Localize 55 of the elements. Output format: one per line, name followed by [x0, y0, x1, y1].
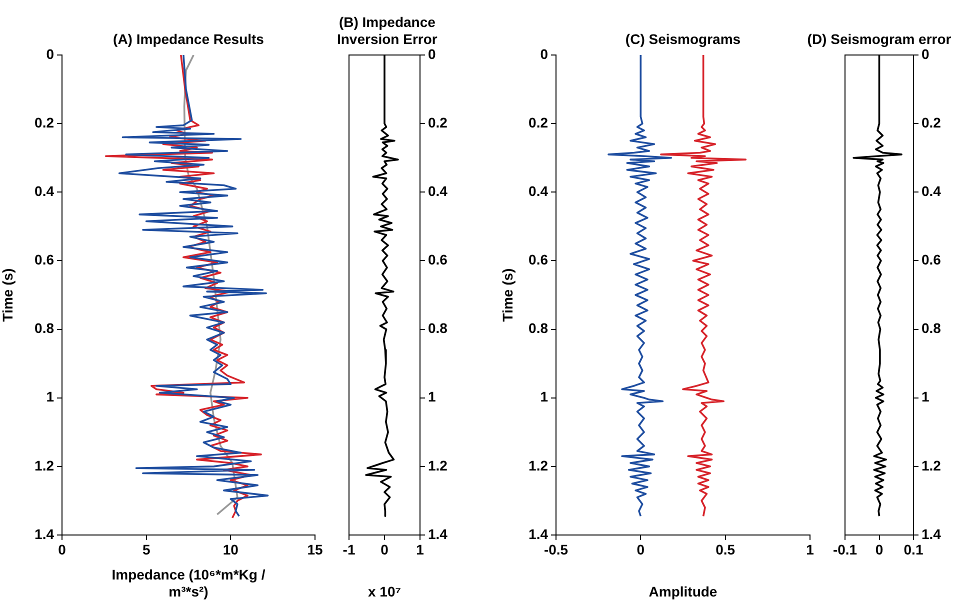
x-axis-title: Impedance (10⁶*m*Kg / m³*s²): [112, 566, 266, 600]
x-tick-label: -1: [342, 541, 356, 558]
x-tick-label: 5: [142, 541, 150, 558]
chart-title: (C) Seismograms: [625, 30, 741, 47]
x-tick-label: 0: [380, 541, 389, 558]
y-tick-label: 1: [46, 388, 54, 405]
y-tick-label: 0.8: [922, 320, 942, 336]
y-tick-label: 0: [922, 46, 930, 62]
y-tick-label: 0.6: [428, 252, 448, 268]
x-tick-label: 0: [636, 541, 645, 558]
y-axis-title: Time (s): [0, 268, 16, 322]
y-tick-label: 0.2: [922, 114, 942, 130]
y-tick-label: 0.8: [428, 320, 448, 336]
x-tick-label: 1: [416, 541, 424, 558]
x-tick-label: 10: [222, 541, 239, 558]
x-axis-title: Amplitude: [648, 583, 718, 600]
x-tick-label: 0: [58, 541, 66, 558]
y-axis-title: Time (s): [499, 268, 516, 322]
y-tick-label: 0.6: [922, 252, 942, 268]
chart-title: (D) Seismogram error: [807, 30, 952, 47]
y-tick-label: 0.8: [34, 320, 54, 336]
x-tick-label: 0.1: [904, 541, 924, 558]
y-tick-label: 0.4: [428, 183, 448, 199]
y-tick-label: 0.4: [34, 183, 54, 199]
y-tick-label: 0.4: [922, 183, 942, 199]
y-tick-label: 0: [428, 46, 436, 62]
y-tick-label: 1: [540, 388, 548, 405]
x-tick-label: 15: [307, 541, 323, 558]
y-tick-label: 1.2: [428, 457, 448, 474]
y-tick-label: 0.6: [528, 252, 548, 268]
x-axis-title: x 10⁷: [368, 583, 402, 600]
y-tick-label: 0: [540, 46, 548, 62]
x-tick-label: -0.5: [544, 541, 568, 558]
y-tick-label: 1.4: [34, 526, 54, 542]
y-tick-label: 0.8: [528, 320, 548, 336]
y-tick-label: 1.2: [34, 457, 54, 474]
chart-title: (A) Impedance Results: [113, 30, 264, 47]
y-tick-label: 1.2: [528, 457, 548, 474]
y-tick-label: 1: [922, 388, 930, 405]
chart-title: (B) Impedance Inversion Error: [336, 14, 438, 47]
y-tick-label: 0.2: [528, 114, 548, 130]
x-tick-label: 0: [875, 541, 884, 558]
y-tick-label: 0.6: [34, 252, 54, 268]
y-tick-label: 0: [46, 46, 54, 62]
y-tick-label: 0.2: [428, 114, 448, 130]
y-tick-label: 1.4: [528, 526, 548, 542]
y-tick-label: 1.4: [922, 526, 942, 542]
y-tick-label: 1.4: [428, 526, 448, 542]
y-tick-label: 0.2: [34, 114, 54, 130]
x-tick-label: 1: [806, 541, 814, 558]
y-tick-label: 1.2: [922, 457, 942, 474]
y-tick-label: 0.4: [528, 183, 548, 199]
x-tick-label: 0.5: [716, 541, 736, 558]
x-tick-label: -0.1: [832, 541, 858, 558]
y-tick-label: 1: [428, 388, 436, 405]
